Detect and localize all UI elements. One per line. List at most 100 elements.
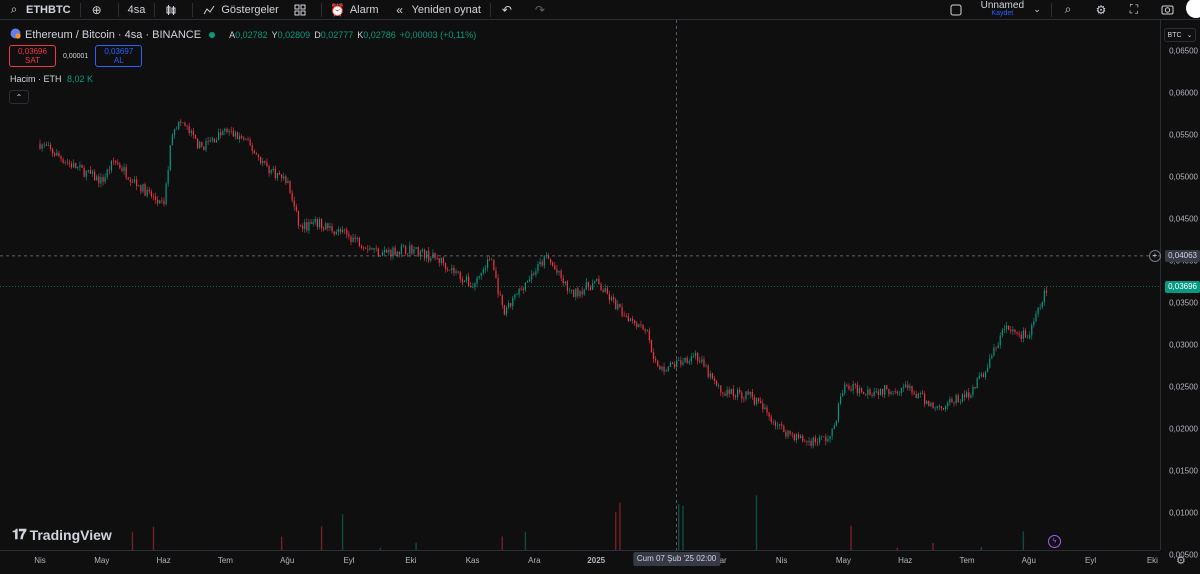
gear-icon[interactable]: ⚙	[1176, 555, 1186, 567]
settings-button[interactable]: ⚙	[1087, 0, 1120, 19]
rewind-icon: «	[396, 2, 403, 17]
indicators-button[interactable]: Göstergeler	[195, 0, 285, 19]
lightning-icon[interactable]: ϟ	[1048, 535, 1061, 548]
candle-body	[91, 171, 94, 174]
candle-body	[1020, 334, 1022, 339]
volume-bar	[501, 536, 503, 550]
chart-type-button[interactable]	[157, 0, 190, 19]
candle-body	[522, 288, 524, 290]
candle-body	[791, 433, 793, 435]
candle-body	[163, 200, 165, 204]
symbol-search[interactable]: ⌕ ETHBTC	[0, 0, 78, 19]
candle-body	[787, 430, 789, 437]
compare-button[interactable]: ⊕	[83, 0, 116, 19]
price-tick-label: 0,05000	[1169, 172, 1198, 182]
currency-label: BTC	[1167, 31, 1182, 39]
buy-price: 0,03697	[104, 47, 134, 56]
candle-body	[400, 246, 403, 255]
volume-legend[interactable]: Hacim · ETH 8,02 K	[10, 74, 93, 84]
undo-button[interactable]: ↶	[493, 0, 526, 19]
candle-body	[438, 258, 440, 263]
candle-body	[860, 388, 863, 392]
alert-button[interactable]: ⏰ Alarm	[324, 0, 386, 19]
time-tick-label: Kas	[465, 556, 480, 565]
candle-body	[60, 156, 62, 160]
layout-toggle[interactable]	[942, 0, 975, 19]
candle-body	[852, 383, 854, 391]
candle-body	[1041, 301, 1043, 307]
candle-body	[476, 277, 478, 284]
candle-body	[121, 168, 123, 172]
candle-body	[560, 271, 562, 279]
candle-body	[877, 391, 879, 396]
candle-body	[589, 287, 592, 290]
candle-body	[335, 232, 337, 235]
candle-body	[346, 229, 348, 235]
layout-name-button[interactable]: Unnamed Kaydet	[981, 0, 1024, 18]
candle-body	[115, 160, 117, 163]
snapshot-button[interactable]	[1153, 0, 1186, 19]
candle-body	[497, 277, 499, 295]
avatar[interactable]	[1186, 0, 1200, 18]
candle-body	[407, 253, 409, 254]
candle-body	[974, 386, 976, 389]
quick-search-button[interactable]: ⌕	[1054, 0, 1087, 19]
candle-body	[459, 272, 461, 280]
chevron-down-icon[interactable]: ⌄	[1033, 4, 1041, 14]
candle-body	[142, 184, 144, 192]
candle-body	[1018, 333, 1020, 335]
time-tick-label: Nis	[34, 556, 46, 565]
candle-body	[1012, 329, 1014, 332]
candle-body	[472, 286, 474, 288]
candle-body	[722, 392, 724, 394]
candle-body	[52, 148, 54, 154]
candle-body	[520, 288, 522, 290]
tradingview-logo[interactable]: 𝟏𝟕 TradingView	[12, 526, 112, 543]
layouts-button[interactable]	[286, 0, 319, 19]
symbol-title[interactable]: Ethereum / Bitcoin · 4sa · BINANCE	[25, 29, 202, 41]
candle-body	[812, 437, 814, 446]
candle-body	[157, 199, 159, 204]
candle-body	[190, 130, 192, 134]
candle-body	[127, 177, 129, 180]
candle-body	[138, 185, 140, 187]
candle-body	[1005, 325, 1008, 329]
collapse-legend-button[interactable]: ⌃	[9, 90, 29, 104]
candle-body	[283, 176, 285, 179]
candle-body	[659, 365, 661, 370]
price-axis[interactable]: 0,06500 0,06000 0,05500 0,05000 0,04500 0,040…	[1160, 20, 1200, 560]
candle-body	[621, 307, 623, 316]
candle-body	[963, 394, 966, 397]
candle-body	[106, 169, 108, 177]
fullscreen-button[interactable]: ⛶	[1120, 0, 1153, 19]
candle-body	[289, 181, 291, 193]
time-tick-label: Tem	[959, 556, 975, 565]
replay-button[interactable]: « Yeniden oynat	[386, 0, 488, 19]
redo-button[interactable]: ↷	[526, 0, 559, 19]
candle-body	[713, 378, 716, 381]
candle-body	[83, 168, 85, 177]
candle-body	[902, 387, 905, 389]
candle-body	[558, 271, 560, 273]
candle-body	[734, 396, 737, 398]
candle-body	[932, 402, 934, 409]
currency-button[interactable]: BTC ⌄	[1164, 28, 1196, 42]
high-key: Y	[271, 30, 278, 40]
price-chart[interactable]	[0, 20, 1160, 550]
candle-body	[999, 335, 1001, 346]
undo-icon: ↶	[501, 2, 512, 17]
candle-body	[316, 219, 318, 227]
interval-button[interactable]: 4sa	[121, 0, 153, 19]
time-axis[interactable]: NisMayHazTemAğuEylEkiKasAra2025ŞubMarNis…	[0, 550, 1160, 574]
candle-body	[987, 367, 989, 372]
candle-body	[323, 228, 325, 230]
candle-body	[388, 250, 390, 253]
candle-body	[178, 121, 180, 129]
buy-button[interactable]: 0,03697 AL	[95, 45, 143, 67]
candle-body	[272, 168, 274, 171]
candle-body	[444, 263, 447, 269]
candle-body	[104, 176, 106, 182]
add-alert-icon[interactable]: +	[1149, 249, 1161, 262]
candle-body	[167, 169, 169, 184]
sell-button[interactable]: 0,03696 SAT	[9, 45, 56, 67]
